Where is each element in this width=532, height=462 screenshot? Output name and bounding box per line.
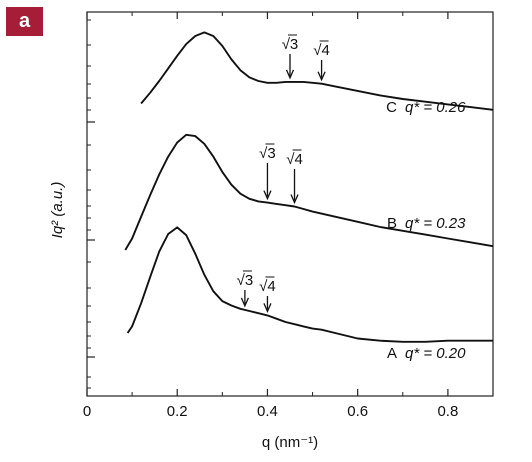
series-label-A: A bbox=[387, 345, 397, 362]
series-line-C bbox=[140, 31, 494, 111]
peak-mark-sqrt3: √3 bbox=[237, 272, 254, 289]
qstar-annotation-A: q* = 0.20 bbox=[405, 345, 466, 362]
qstar-annotation-C: q* = 0.26 bbox=[405, 99, 466, 116]
panel-label-badge: a bbox=[6, 7, 43, 36]
qstar-annotation-B: q* = 0.23 bbox=[405, 215, 466, 232]
peak-mark-sqrt3: √3 bbox=[259, 145, 276, 162]
peak-arrow-head bbox=[263, 190, 272, 201]
peak-mark-sqrt4: √4 bbox=[313, 42, 330, 59]
series-layer bbox=[124, 31, 494, 343]
peak-mark-sqrt4: √4 bbox=[259, 278, 276, 295]
peak-arrow-head bbox=[317, 71, 326, 82]
x-tick-label: 0.4 bbox=[257, 403, 278, 420]
peak-arrow-head bbox=[285, 69, 295, 80]
series-label-B: B bbox=[387, 215, 397, 232]
peak-arrow-head bbox=[290, 194, 299, 205]
peak-arrow-head bbox=[263, 303, 272, 314]
series-line-A bbox=[126, 226, 493, 343]
x-tick-label: 0.6 bbox=[347, 403, 368, 420]
series-line-B bbox=[124, 133, 494, 251]
x-axis-label: q (nm⁻¹) bbox=[262, 434, 318, 451]
x-tick-label: 0 bbox=[83, 403, 91, 420]
peak-mark-sqrt4: √4 bbox=[286, 151, 303, 168]
x-tick-label: 0.8 bbox=[437, 403, 458, 420]
series-label-C: C bbox=[386, 99, 397, 116]
plot-frame bbox=[86, 11, 494, 397]
y-axis-label: Iq² (a.u.) bbox=[49, 182, 66, 239]
peak-arrow-head bbox=[240, 297, 249, 308]
peak-mark-sqrt3: √3 bbox=[282, 36, 299, 53]
x-tick-label: 0.2 bbox=[167, 403, 188, 420]
axes: 0 0.2 0.4 0.6 0.8 bbox=[83, 11, 494, 420]
